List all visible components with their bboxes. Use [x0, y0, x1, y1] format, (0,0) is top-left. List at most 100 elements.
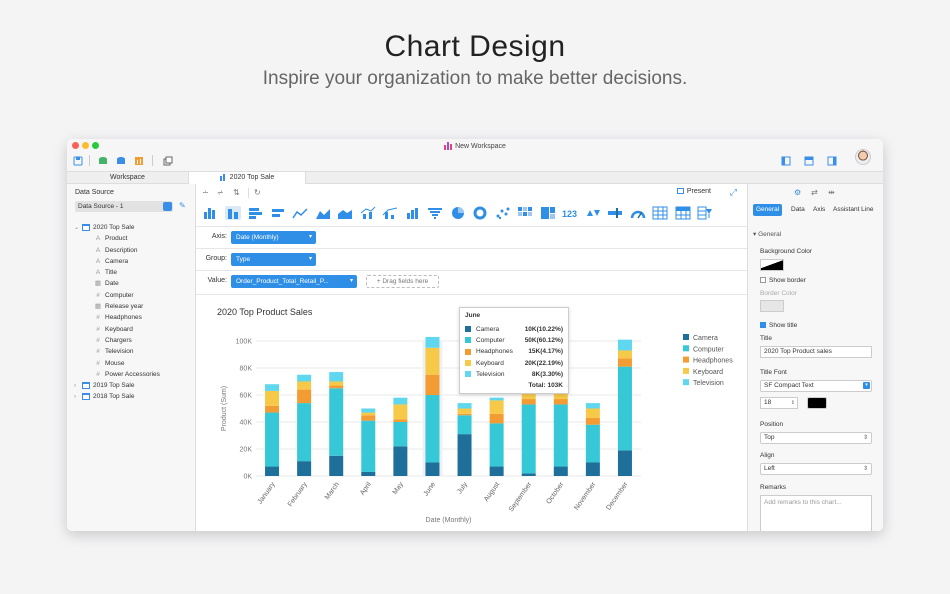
bar-segment[interactable] [489, 400, 504, 414]
chart-type-bar-icon[interactable] [247, 206, 263, 220]
chart-type-line-bar-icon[interactable] [360, 206, 376, 220]
chart-type-multi-column-icon[interactable] [405, 206, 421, 220]
bar-segment[interactable] [393, 419, 408, 422]
bar-segment[interactable] [425, 347, 440, 375]
remarks-textarea[interactable]: Add remarks to this chart... [760, 495, 872, 531]
settings-gear-icon[interactable]: ⚙ [794, 188, 802, 197]
legend-label[interactable]: Computer [693, 346, 724, 353]
title-font-select[interactable]: SF Compact Text ▾ [760, 380, 872, 392]
bar-segment[interactable] [297, 461, 312, 476]
bar-segment[interactable] [425, 336, 440, 348]
table-node[interactable]: ⌄ 2020 Top Sale [74, 222, 160, 233]
zoom-window-button[interactable] [92, 142, 99, 149]
field-item[interactable]: # Television [74, 346, 160, 357]
bar-segment[interactable] [617, 350, 632, 359]
chart-type-filter-table-icon[interactable] [697, 206, 713, 220]
legend-label[interactable]: Television [693, 380, 724, 387]
axis-pill[interactable]: Date (Monthly) ▾ [231, 231, 316, 244]
bar-segment[interactable] [425, 395, 440, 463]
field-item[interactable]: # Chargers [74, 335, 160, 346]
bar-segment[interactable] [489, 423, 504, 467]
field-item[interactable]: A Camera [74, 256, 160, 267]
bar-segment[interactable] [521, 399, 536, 405]
bar-segment[interactable] [457, 434, 472, 476]
bar-segment[interactable] [425, 462, 440, 477]
present-button[interactable]: Present [676, 188, 711, 195]
chart-type-combo-icon[interactable] [382, 206, 398, 220]
bar-segment[interactable] [265, 384, 280, 391]
tab-2020-top-sale[interactable]: 2020 Top Sale [189, 172, 306, 184]
field-item[interactable]: # Computer [74, 290, 160, 301]
bar-segment[interactable] [553, 404, 568, 467]
chart-type-scatter-icon[interactable] [495, 206, 511, 220]
bar-segment[interactable] [297, 403, 312, 462]
edit-pencil-icon[interactable]: ✎ [179, 201, 186, 210]
bar-segment[interactable] [265, 405, 280, 413]
right-sidebar-toggle-icon[interactable] [827, 156, 837, 166]
bar-segment[interactable] [489, 413, 504, 424]
bar-segment[interactable] [617, 366, 632, 451]
bar-segment[interactable] [361, 420, 376, 472]
field-item[interactable]: # Power Accessories [74, 369, 160, 380]
bar-segment[interactable] [361, 415, 376, 421]
bar-segment[interactable] [297, 374, 312, 382]
bar-segment[interactable] [265, 466, 280, 476]
legend-label[interactable]: Keyboard [693, 369, 723, 376]
chart-type-kpi-icon[interactable] [585, 206, 601, 220]
bar-segment[interactable] [297, 381, 312, 390]
bar-segment[interactable] [393, 397, 408, 405]
tab-assistant-line[interactable]: Assistant Line [833, 206, 874, 213]
chart-type-area-icon[interactable] [315, 206, 331, 220]
duplicate-icon[interactable] [163, 156, 173, 166]
table-node[interactable]: › 2019 Top Sale [74, 380, 160, 391]
bar-segment[interactable] [617, 450, 632, 476]
field-item[interactable]: # Mouse [74, 358, 160, 369]
chart-type-gauge-icon[interactable] [630, 206, 646, 220]
fullscreen-icon[interactable]: ⤢ [729, 187, 737, 197]
chart-type-bullet-icon[interactable] [607, 206, 623, 220]
bar-segment[interactable] [521, 404, 536, 474]
refresh-icon[interactable]: ↻ [254, 188, 261, 197]
legend-label[interactable]: Camera [693, 335, 718, 342]
chart-type-donut-icon[interactable] [472, 206, 488, 220]
chart-type-pivot-table-icon[interactable] [675, 206, 691, 220]
tab-workspace[interactable]: Workspace [67, 172, 189, 184]
general-section-header[interactable]: ▾ General [753, 231, 782, 238]
group-pill[interactable]: Type ▾ [231, 253, 316, 266]
bar-segment[interactable] [329, 388, 344, 456]
bar-segment[interactable] [457, 403, 472, 409]
columns-icon[interactable]: ⇹ [828, 188, 835, 197]
chart-type-treemap-icon[interactable] [540, 206, 556, 220]
background-color-swatch[interactable] [760, 259, 784, 271]
bar-segment[interactable] [361, 471, 376, 476]
bar-segment[interactable] [585, 408, 600, 418]
chart-type-line-icon[interactable] [292, 206, 308, 220]
field-item[interactable]: A Product [74, 233, 160, 244]
bar-segment[interactable] [329, 455, 344, 476]
bar-segment[interactable] [617, 358, 632, 367]
field-item[interactable]: # Keyboard [74, 324, 160, 335]
field-item[interactable]: A Description [74, 245, 160, 256]
bar-segment[interactable] [393, 404, 408, 420]
add-datasource-icon[interactable] [98, 156, 108, 166]
field-item[interactable]: A Title [74, 267, 160, 278]
field-item[interactable]: # Headphones [74, 312, 160, 323]
drag-fields-dropzone[interactable]: + Drag fields here [366, 275, 439, 288]
new-chart-icon[interactable] [134, 156, 144, 166]
bar-segment[interactable] [585, 403, 600, 409]
bar-segment[interactable] [393, 446, 408, 476]
field-item[interactable]: ▦ Release year [74, 301, 160, 312]
close-window-button[interactable] [72, 142, 79, 149]
bottom-panel-toggle-icon[interactable] [804, 156, 814, 166]
align-select[interactable]: Left ⇕ [760, 463, 872, 475]
show-title-checkbox[interactable]: Show title [760, 322, 797, 329]
minimize-window-button[interactable] [82, 142, 89, 149]
bar-segment[interactable] [393, 422, 408, 447]
bar-segment[interactable] [425, 374, 440, 395]
stepper-icon[interactable]: ⇕ [790, 400, 795, 406]
bar-segment[interactable] [361, 408, 376, 413]
chart-type-number-icon[interactable]: 123 [562, 206, 578, 220]
bar-segment[interactable] [585, 417, 600, 425]
chevron-down-icon[interactable]: ⌄ [74, 225, 80, 231]
bar-segment[interactable] [361, 412, 376, 416]
